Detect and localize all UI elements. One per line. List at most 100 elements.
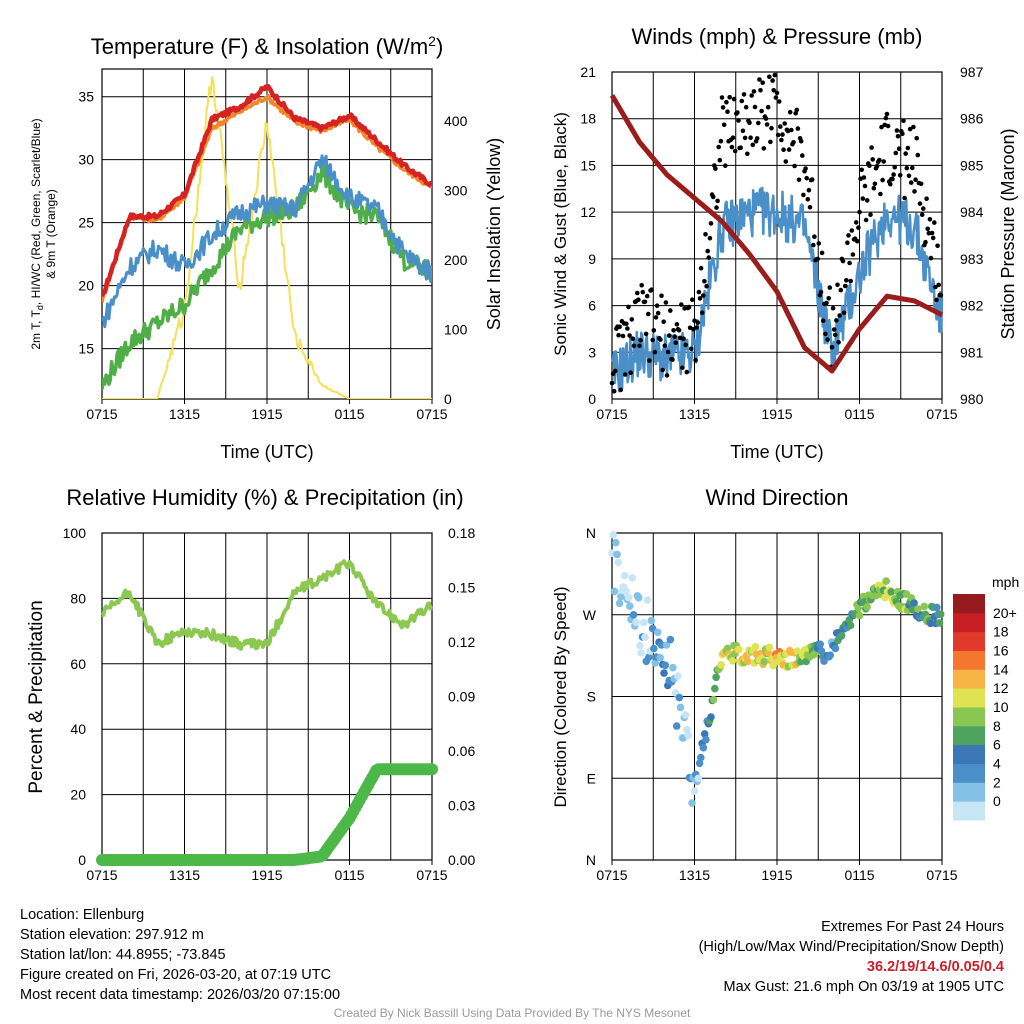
gust-point (915, 152, 921, 158)
direction-point (660, 669, 668, 677)
gust-point (745, 151, 750, 157)
precip-point (426, 763, 438, 776)
direction-point (846, 621, 855, 630)
gust-point (774, 90, 780, 96)
direction-point (651, 659, 659, 667)
direction-point (695, 759, 704, 768)
gust-point (723, 163, 728, 168)
series-station-pressure (609, 94, 944, 374)
gust-point (738, 145, 743, 150)
y-tick-label: 20 (78, 278, 94, 294)
gust-point (743, 104, 749, 110)
gust-point (686, 304, 692, 310)
gust-point (673, 340, 679, 346)
gust-point (863, 217, 869, 223)
direction-point (615, 599, 624, 608)
gust-point (768, 139, 773, 145)
direction-point (643, 596, 652, 604)
gust-point (681, 336, 686, 342)
humidity-ylabel: Percent & Precipitation (26, 600, 47, 793)
direction-point (709, 695, 718, 704)
temperature-ylabel-2: & 9m T (Orange) (44, 189, 58, 279)
gust-point (690, 297, 695, 303)
direction-point (707, 713, 715, 721)
gust-point (759, 108, 764, 114)
gust-point (934, 297, 939, 303)
direction-point (622, 587, 630, 595)
direction-point (744, 657, 752, 666)
y-tick-label: 9 (588, 251, 596, 267)
y-right-tick-label: 987 (960, 64, 984, 80)
y-tick-label: 21 (580, 64, 596, 80)
gust-point (842, 283, 848, 289)
colorbar-tick-label: 14 (993, 661, 1009, 677)
direction-point (735, 645, 743, 654)
direction-point (653, 628, 662, 637)
gust-point (905, 145, 911, 151)
direction-point (717, 661, 725, 669)
gust-point (803, 166, 808, 171)
gust-point (683, 342, 688, 348)
gust-point (693, 357, 698, 363)
gust-point (661, 319, 666, 325)
gust-point (721, 122, 727, 128)
y-right-tick-label: 400 (444, 113, 468, 129)
gust-point (806, 187, 812, 193)
gust-point (670, 357, 675, 362)
x-tick-label: 0715 (416, 867, 447, 883)
direction-point (656, 653, 664, 662)
gust-point (652, 349, 658, 355)
x-tick-label: 0715 (86, 406, 117, 422)
x-tick-label: 0715 (86, 867, 117, 883)
y-right-tick-label: 100 (444, 322, 468, 338)
colorbar-cell (953, 744, 985, 764)
station-location: Location: Ellenburg (20, 907, 145, 923)
direction-point (688, 799, 696, 807)
colorbar-tick-label: 18 (993, 624, 1009, 640)
direction-point (645, 653, 653, 662)
gust-point (907, 126, 913, 132)
gust-point (625, 326, 630, 331)
direction-point (712, 673, 720, 682)
gust-point (735, 110, 740, 115)
gust-point (706, 255, 712, 260)
gust-point (838, 287, 844, 293)
direction-point (700, 730, 709, 738)
gust-point (626, 304, 631, 310)
wind-direction-panel: 0715 1315 1915 0115 0715 Wind Direction N E S W N D… (551, 485, 1019, 883)
y-right-tick-label: 0.12 (448, 634, 475, 650)
y-tick-label: 25 (78, 215, 94, 231)
gust-point (869, 145, 874, 150)
gust-point (834, 318, 839, 323)
gust-point (927, 217, 933, 222)
y-right-tick-label: 983 (960, 251, 984, 267)
gust-point (891, 172, 896, 177)
speed-colorbar: mph 20+ 18 16 14 12 10 8 6 4 2 0 (953, 574, 1019, 821)
gust-point (912, 189, 917, 194)
direction-point (610, 587, 619, 596)
gust-point (885, 123, 891, 129)
gust-point (829, 345, 835, 350)
y-right-tick-label: 0.15 (448, 580, 475, 596)
gust-point (659, 293, 664, 299)
direction-point (629, 611, 638, 619)
series-solar-insolation (102, 76, 432, 399)
direction-point (920, 602, 928, 611)
gust-point (701, 293, 706, 298)
gust-point (679, 302, 684, 307)
gust-point (640, 289, 646, 295)
direction-point (641, 633, 649, 641)
gust-point (713, 166, 718, 171)
gust-point (805, 197, 811, 202)
wind-direction-ylabel: Direction (Colored By Speed) (551, 586, 570, 807)
y-tick-label: 80 (70, 590, 86, 606)
x-tick-label: 1915 (761, 867, 792, 883)
gust-point (816, 241, 822, 246)
colorbar-cell (953, 725, 985, 746)
winds-title: Winds (mph) & Pressure (mb) (632, 24, 923, 49)
colorbar-tick-label: 6 (993, 737, 1001, 753)
y-right-tick-label: 981 (960, 344, 984, 360)
gust-point (622, 372, 628, 377)
gust-point (643, 331, 649, 337)
